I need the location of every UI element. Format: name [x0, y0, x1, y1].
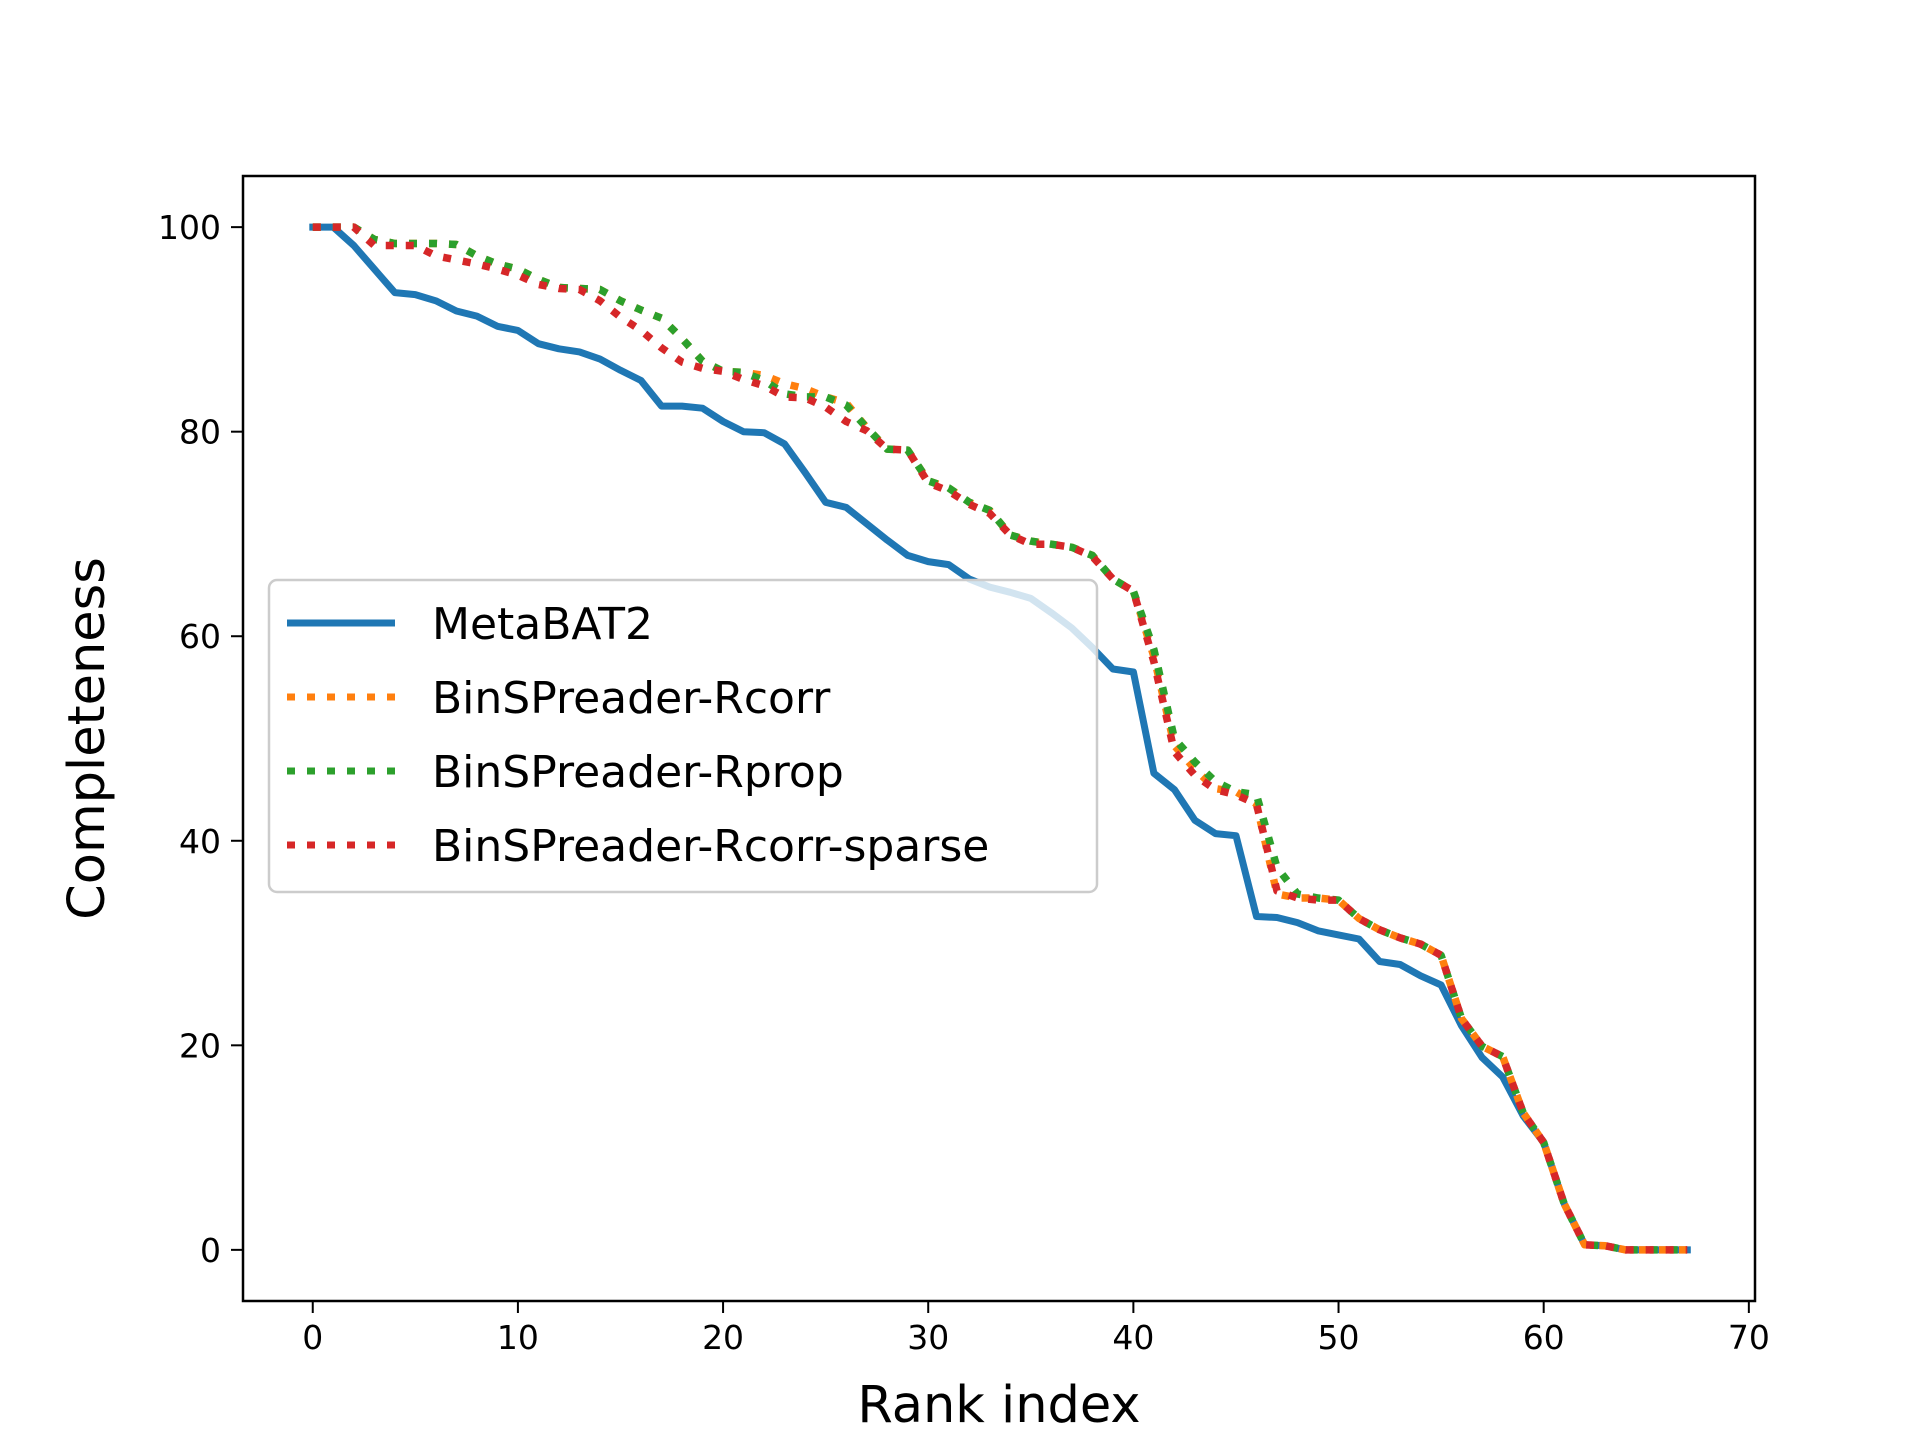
x-axis: 0 10 20 30 40 50 60 70 [302, 1301, 1770, 1357]
legend: MetaBAT2 BinSPreader-Rcorr BinSPreader-Rpr… [267, 578, 1099, 894]
y-axis: 0 20 40 60 80 100 [158, 208, 243, 1270]
y-tick-label: 100 [158, 208, 221, 247]
x-tick-label: 50 [1318, 1318, 1360, 1357]
series-line-2 [312, 223, 1688, 1254]
y-tick-label: 20 [179, 1026, 221, 1065]
plot-frame [241, 174, 1757, 1303]
y-axis-label: Completeness [58, 557, 117, 920]
x-tick-label: 40 [1112, 1318, 1154, 1357]
legend-label-0: MetaBAT2 [432, 599, 653, 650]
y-tick-label: 0 [200, 1231, 221, 1270]
x-tick-label: 20 [702, 1318, 744, 1357]
legend-label-2: BinSPreader-Rprop [432, 747, 844, 798]
x-tick-label: 0 [302, 1318, 323, 1357]
legend-label-1: BinSPreader-Rcorr [432, 673, 831, 724]
x-axis-label: Rank index [857, 1376, 1140, 1435]
x-tick-label: 30 [907, 1318, 949, 1357]
x-tick-label: 10 [497, 1318, 539, 1357]
x-tick-label: 70 [1728, 1318, 1770, 1357]
x-tick-label: 60 [1523, 1318, 1565, 1357]
legend-label-3: BinSPreader-Rcorr-sparse [432, 821, 989, 872]
y-tick-label: 80 [179, 413, 221, 452]
y-tick-label: 40 [179, 822, 221, 861]
y-tick-label: 60 [179, 617, 221, 656]
series-line-3 [312, 223, 1688, 1254]
legend-box [267, 578, 1099, 894]
